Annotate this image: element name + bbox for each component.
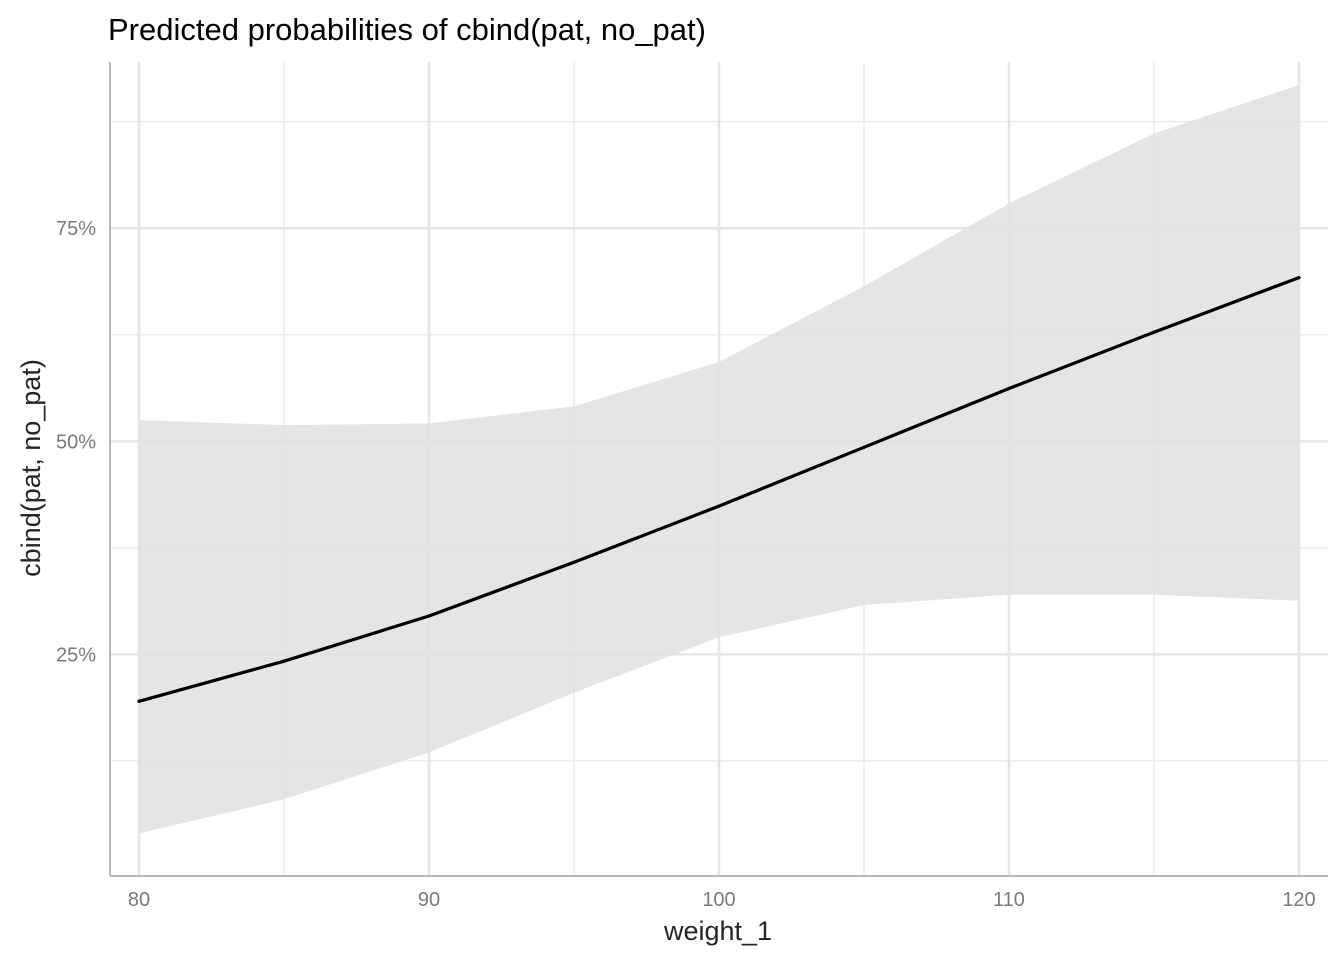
prediction-point [572,560,576,564]
prediction-point [862,445,866,449]
chart-title: Predicted probabilities of cbind(pat, no… [108,12,706,47]
axis-layer [109,62,1328,877]
y-tick-label: 50% [56,431,96,453]
prediction-point [1297,276,1301,280]
y-axis-title: cbind(pat, no_pat) [16,359,46,577]
x-tick-label: 100 [702,889,735,911]
confidence-band [139,85,1299,834]
prediction-point [717,504,721,508]
prediction-point [1152,330,1156,334]
x-tick-label: 90 [418,889,440,911]
prediction-point [137,699,141,703]
confidence-band-layer [139,85,1299,834]
y-tick-label: 75% [56,218,96,240]
y-tick-label: 25% [56,644,96,666]
x-tick-label: 110 [993,889,1025,911]
x-tick-label: 120 [1282,889,1315,911]
x-tick-label: 80 [128,889,150,911]
prediction-line-layer [137,276,1301,703]
tick-label-layer: 80 90 100 110 120 25% 50% 75% [56,218,1316,911]
prediction-point [282,659,286,663]
prediction-point [427,614,431,618]
x-axis-title: weight_1 [663,916,772,946]
prediction-point [1007,386,1011,391]
